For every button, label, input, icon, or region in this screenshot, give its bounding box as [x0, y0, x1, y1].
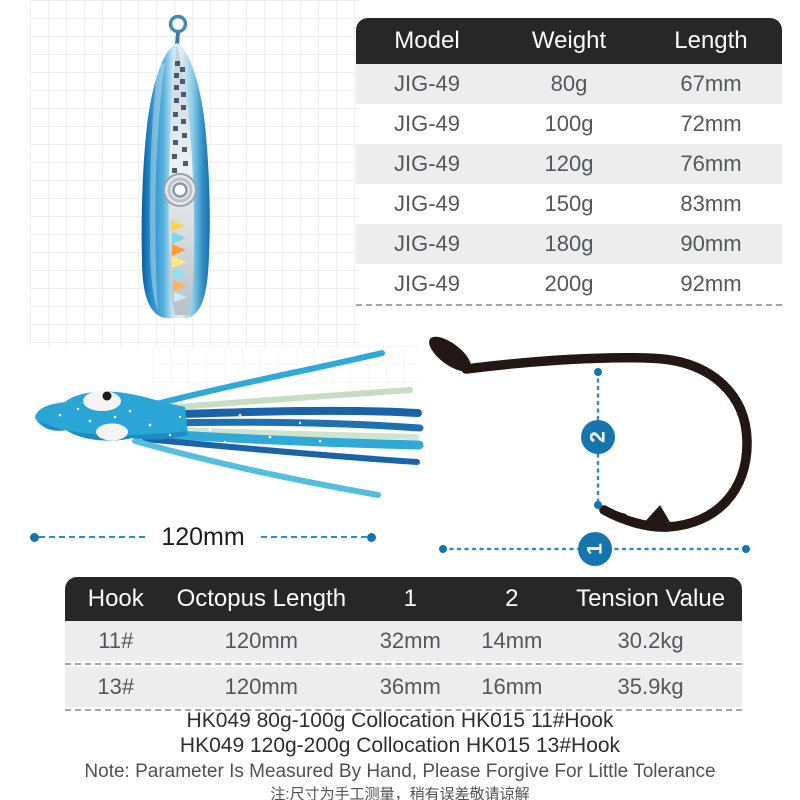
collocation-line-1: HK049 80g-100g Collocation HK015 11#Hook	[186, 709, 614, 732]
spec-table-header: Model Weight Length	[356, 18, 782, 64]
cell-hook: 11#	[98, 628, 134, 653]
dimension-dash-line	[39, 536, 146, 538]
table-row: JIG-49 120g 76mm	[356, 144, 782, 184]
dashed-separator	[65, 709, 742, 711]
cell-dim1: 36mm	[379, 674, 441, 699]
table-row: JIG-49 100g 72mm	[356, 104, 782, 144]
octopus-head	[35, 391, 188, 441]
octopus-length-label: 120mm	[161, 522, 245, 551]
dimension-dash-line	[260, 536, 367, 538]
jig-eyelet	[163, 173, 197, 207]
cell-dim1: 32mm	[379, 628, 441, 653]
octopus-skirt-image	[35, 350, 424, 498]
table-row: 11# 120mm 32mm 14mm 30.2kg	[65, 621, 742, 661]
cell-model: JIG-49	[393, 231, 460, 256]
spec-col-weight: Weight	[531, 27, 607, 54]
hook-shape	[429, 336, 752, 532]
cell-length: 76mm	[680, 151, 742, 176]
cell-tension: 30.2kg	[617, 628, 684, 653]
table-row: JIG-49 80g 67mm	[356, 64, 782, 104]
cell-weight: 100g	[544, 111, 594, 136]
combo-col-tension: Tension Value	[576, 585, 726, 612]
cell-length: 83mm	[680, 191, 742, 216]
combo-col-dim1: 1	[403, 585, 417, 612]
cell-octopus-length: 120mm	[224, 674, 298, 699]
table-row: 13# 120mm 36mm 16mm 35.9kg	[65, 667, 742, 707]
table-row: JIG-49 200g 92mm	[356, 264, 782, 304]
jig-hang-ring	[168, 14, 188, 34]
cell-model: JIG-49	[393, 111, 460, 136]
cell-dim2: 16mm	[481, 674, 543, 699]
dashed-separator	[65, 663, 742, 665]
jig-holo-glints	[171, 220, 187, 302]
spec-col-length: Length	[674, 27, 748, 54]
dimension-label-1: 1	[584, 543, 607, 555]
tolerance-note-english: Note: Parameter Is Measured By Hand, Ple…	[84, 761, 716, 782]
combo-col-octopus-length: Octopus Length	[176, 585, 347, 612]
cell-weight: 180g	[544, 231, 594, 256]
hook-width-dimension: 1	[439, 532, 750, 566]
dimension-endpoint-dot	[30, 532, 39, 542]
footer-notes: HK049 80g-100g Collocation HK015 11#Hook…	[0, 708, 800, 800]
cell-hook: 13#	[97, 674, 135, 699]
cell-model: JIG-49	[393, 151, 460, 176]
hook-diagram: 2 1	[429, 336, 752, 566]
cell-model: JIG-49	[393, 71, 460, 96]
cell-length: 92mm	[680, 271, 742, 296]
dimension-badge-1	[578, 532, 612, 566]
octopus-eye-lower	[96, 423, 128, 441]
cell-weight: 80g	[550, 71, 588, 96]
cell-weight: 150g	[544, 191, 594, 216]
table-row: JIG-49 150g 83mm	[356, 184, 782, 224]
jig-lure-image	[141, 14, 210, 318]
cell-model: JIG-49	[393, 191, 460, 216]
combo-col-dim2: 2	[505, 585, 519, 612]
collocation-line-2: HK049 120g-200g Collocation HK015 13#Hoo…	[179, 734, 621, 757]
combo-table-header: Hook Octopus Length 1 2 Tension Value	[65, 577, 742, 621]
table-row: JIG-49 180g 90mm	[356, 224, 782, 264]
dimension-badge-2	[581, 420, 615, 454]
cell-length: 67mm	[680, 71, 742, 96]
cell-length: 72mm	[680, 111, 742, 136]
octopus-length-dimension: 120mm	[30, 523, 376, 551]
combo-col-hook: Hook	[87, 585, 144, 612]
jig-scale-pattern	[172, 61, 188, 173]
cell-octopus-length: 120mm	[224, 628, 298, 653]
cell-model: JIG-49	[393, 271, 460, 296]
spec-table: Model Weight Length JIG-49 80g 67mm JIG-…	[356, 18, 782, 306]
cell-weight: 200g	[544, 271, 594, 296]
tolerance-note-chinese: 注:尺寸为手工测量，稍有误差敬请谅解	[270, 786, 530, 800]
octopus-eye	[83, 391, 121, 411]
octopus-speckles	[58, 407, 322, 444]
dimension-label-2: 2	[587, 431, 610, 443]
cell-tension: 35.9kg	[617, 674, 684, 699]
dimension-endpoint-dot	[367, 532, 376, 542]
spec-col-model: Model	[394, 27, 460, 54]
hook-gap-dimension: 2	[581, 368, 615, 509]
octopus-tentacles	[132, 350, 424, 498]
cell-length: 90mm	[680, 231, 742, 256]
combo-table: Hook Octopus Length 1 2 Tension Value 11…	[65, 577, 742, 713]
cell-dim2: 14mm	[481, 628, 543, 653]
cell-weight: 120g	[544, 151, 594, 176]
